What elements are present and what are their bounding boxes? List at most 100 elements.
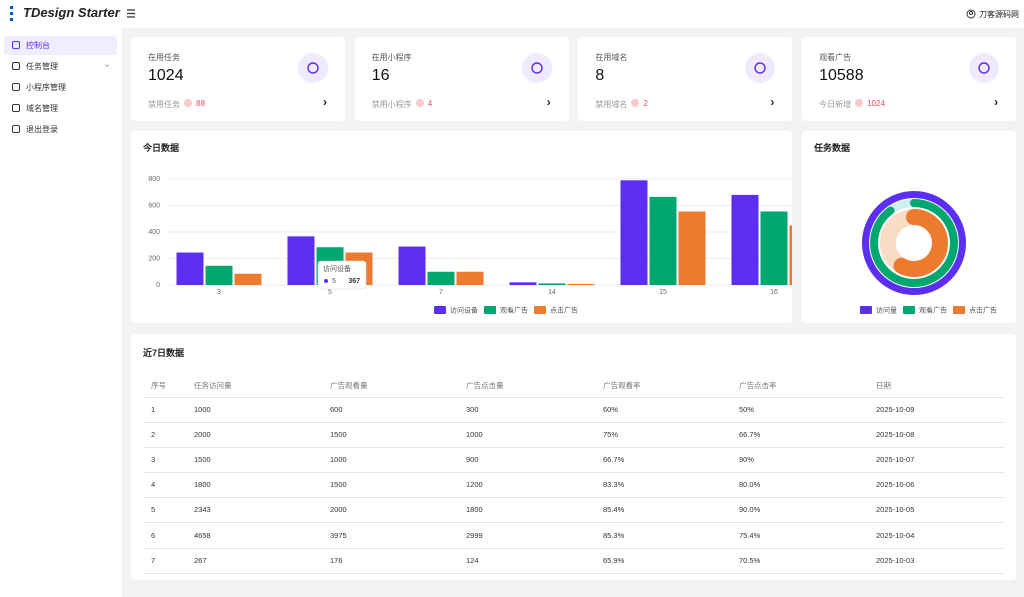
table-cell: 75%: [603, 430, 619, 440]
ring-bar: [893, 209, 948, 277]
stat-icon: [969, 53, 1000, 83]
stat-card: 在用小程序 16 禁用小程序 4 ›: [354, 37, 569, 121]
table-card: 近7日数据 序号 任务访问量 广告观看量 广告点击量 广告观看率 广告点击率 日期 1 1000…: [131, 334, 1016, 580]
bar: [538, 283, 566, 285]
menu-icon: [12, 125, 20, 133]
up-icon: [631, 99, 640, 107]
table-cell: 7: [151, 555, 156, 565]
bar: [649, 196, 677, 285]
arrow[interactable]: ›: [994, 95, 999, 109]
table-cell: 2343: [194, 505, 211, 515]
menu-item[interactable]: 退出登录: [4, 120, 117, 139]
table-header: 序号: [151, 381, 166, 390]
y-tick-label: 600: [148, 202, 160, 209]
menu-icon: [12, 83, 20, 91]
bar: [620, 180, 648, 285]
stat-value: 10588: [819, 67, 864, 84]
menu-icon: [12, 104, 20, 112]
table-cell: 5: [151, 505, 156, 515]
stat-value: 8: [595, 67, 605, 84]
stat-value: 16: [371, 67, 390, 84]
icon: [754, 62, 767, 74]
tooltip-value: 367: [348, 278, 360, 285]
y-tick-label: 200: [148, 255, 160, 262]
table-header: 广告观看量: [330, 381, 368, 390]
table-cell: 1500: [194, 455, 211, 465]
table-cell: 75.4%: [739, 530, 761, 540]
header: TDesign Starter 刀客源码网: [0, 0, 1024, 28]
stat-card: 观看广告 10588 今日新增 1024 ›: [802, 37, 1017, 121]
menu-toggle[interactable]: [126, 9, 136, 18]
table-cell: 3: [151, 455, 156, 465]
legend-swatch: [534, 306, 546, 314]
table-cell: 2: [151, 430, 156, 440]
menu-item[interactable]: 域名管理: [4, 99, 117, 118]
stat-card: 在用域名 8 禁用域名 2 ›: [578, 37, 793, 121]
table-cell: 1: [151, 405, 156, 414]
table-header: 日期: [876, 381, 891, 390]
row-line: [143, 547, 1004, 549]
table-cell: 2025-10-08: [876, 430, 915, 440]
ring-bar: [862, 191, 966, 295]
stat-sub-label: 禁用域名: [595, 100, 628, 109]
stat-title: 在用域名: [595, 53, 628, 62]
table-cell: 90%: [739, 455, 755, 465]
tooltip: 访问设备 5 367: [317, 260, 367, 290]
table-cell: 66.7%: [739, 430, 761, 440]
bar: [234, 273, 262, 285]
logo-icon: [10, 6, 13, 21]
bar: [176, 252, 204, 285]
table-cell: 85.4%: [603, 505, 625, 515]
stat-icon: [298, 53, 328, 83]
table-cell: 2025-10-03: [876, 555, 915, 565]
x-tick-label: 7: [439, 289, 443, 296]
stat-sub-value: 88: [196, 99, 205, 108]
logo[interactable]: TDesign Starter: [23, 5, 120, 20]
table-cell: 2025-10-04: [876, 530, 915, 540]
y-tick-label: 400: [148, 229, 160, 236]
bar: [456, 271, 484, 285]
table-cell: 4: [151, 480, 156, 490]
stat-sub-value: 2: [643, 99, 648, 108]
table-cell: 3975: [330, 530, 347, 540]
user-icon: [966, 9, 976, 19]
stat-icon: [745, 53, 776, 83]
up-icon: [415, 99, 424, 107]
icon: [978, 62, 990, 74]
table-cell: 2025-10-05: [876, 505, 915, 515]
table-cell: 70.5%: [739, 555, 761, 565]
legend-swatch: [860, 306, 872, 314]
y-tick-label: 800: [148, 176, 160, 183]
stat-sub-label: 禁用任务: [148, 100, 180, 109]
legend-swatch: [434, 306, 446, 314]
stat-title: 在用任务: [148, 53, 180, 62]
arrow[interactable]: ›: [546, 95, 551, 109]
menu-item[interactable]: 小程序管理: [4, 78, 117, 97]
ring-card: 任务数据 访问量 观看广告 点击广告: [802, 131, 1016, 323]
arrow[interactable]: ›: [770, 95, 775, 109]
table-cell: 2025-10-06: [876, 480, 915, 490]
row-line: [143, 497, 1004, 499]
menu-item[interactable]: 控制台: [4, 36, 117, 55]
table-header: 广告点击量: [466, 381, 504, 390]
bar: [205, 265, 233, 285]
icon: [307, 62, 319, 74]
table-cell: 2025-10-09: [876, 405, 915, 414]
user-name[interactable]: 刀客源码网: [979, 10, 1019, 19]
legend-label: 观看广告: [919, 305, 947, 314]
stat-card: 在用任务 1024 禁用任务 88 ›: [131, 37, 345, 121]
stat-sub-label: 禁用小程序: [371, 100, 412, 109]
menu-item[interactable]: 任务管理 ›: [4, 57, 117, 76]
row-line: [143, 397, 1004, 398]
table-cell: 1500: [330, 430, 347, 440]
stat-title: 观看广告: [819, 53, 852, 62]
tooltip-dot: [324, 279, 328, 283]
table-cell: 900: [466, 455, 479, 465]
row-line: [143, 447, 1004, 449]
stat-title: 在用小程序: [371, 53, 412, 62]
arrow[interactable]: ›: [323, 95, 327, 109]
x-tick-label: 5: [328, 289, 332, 296]
table-cell: 2000: [330, 505, 347, 515]
x-tick-label: 16: [770, 289, 778, 296]
